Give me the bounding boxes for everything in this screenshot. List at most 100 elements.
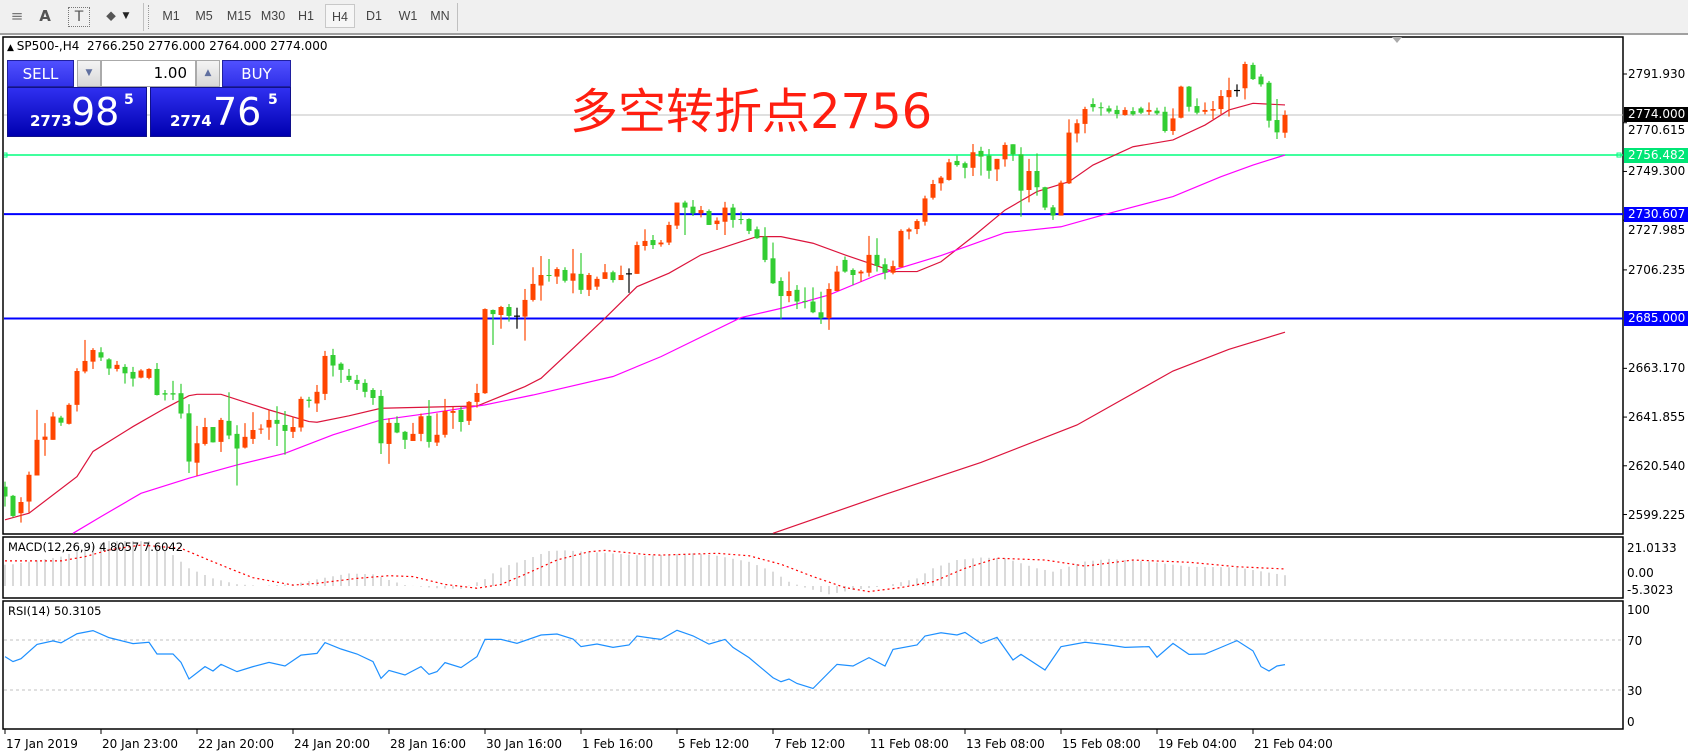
sell-price-box[interactable]: 2773 98 5 [7, 87, 147, 137]
candle [1130, 107, 1136, 116]
moving-average-line-3 [772, 331, 1286, 534]
timeframe-h4[interactable]: H4 [325, 4, 355, 28]
rsi-plot [4, 629, 1623, 691]
candle-body [690, 206, 696, 214]
candle-body [850, 269, 856, 276]
candle-body [802, 301, 808, 303]
candle [1138, 106, 1144, 115]
candle-body [1050, 207, 1056, 216]
candle [402, 430, 408, 449]
macd-axis-label: -5.3023 [1627, 583, 1674, 597]
candle [810, 287, 816, 314]
candle-body [1250, 64, 1256, 80]
candle-body [50, 416, 56, 440]
candle-body [970, 152, 976, 168]
candle [522, 288, 528, 341]
candle-body [434, 434, 440, 443]
candle [194, 425, 200, 476]
timeframe-m15[interactable]: M15 [226, 9, 252, 23]
candle [1074, 119, 1080, 143]
candle [1186, 85, 1192, 112]
candle-body [946, 162, 952, 180]
collapse-triangle-icon[interactable]: ▲ [7, 43, 17, 53]
buy-button[interactable]: BUY [222, 60, 291, 87]
buy-price-box[interactable]: 2774 76 5 [150, 87, 291, 137]
candle-body [1058, 182, 1064, 216]
candle [826, 283, 832, 330]
candle [938, 176, 944, 191]
timeframe-w1[interactable]: W1 [398, 9, 418, 23]
candle-body [1226, 90, 1232, 98]
one-click-trading-panel: SELL ▼ 1.00 ▲ BUY 2773 98 5 2774 76 5 [7, 60, 291, 137]
quantity-increase-button[interactable]: ▲ [196, 60, 220, 87]
time-label: 19 Feb 04:00 [1158, 737, 1237, 751]
candle-body [498, 307, 504, 316]
candle-body [154, 368, 160, 396]
candle [642, 229, 648, 251]
candle-body [754, 229, 760, 239]
candle [1202, 102, 1208, 115]
timeframe-h1[interactable]: H1 [298, 9, 314, 23]
timeframe-m1[interactable]: M1 [162, 9, 180, 23]
candle-body [642, 240, 648, 246]
candle [98, 347, 104, 361]
candle-body [1282, 114, 1288, 133]
candle-body [354, 379, 360, 384]
candle-body [1002, 144, 1008, 160]
candle [458, 406, 464, 432]
toolbar-grip[interactable] [148, 5, 152, 29]
time-label: 22 Jan 20:00 [198, 737, 274, 751]
candle [354, 374, 360, 390]
candle-body [290, 427, 296, 432]
candle [170, 380, 176, 401]
candle-body [890, 266, 896, 273]
candle-body [826, 288, 832, 319]
candle [50, 412, 56, 440]
candle-body [1018, 154, 1024, 191]
chevron-down-icon[interactable]: ▼ [122, 11, 130, 21]
candle [122, 364, 128, 384]
candle [930, 179, 936, 200]
candle [698, 205, 704, 218]
candle [762, 227, 768, 263]
sell-button[interactable]: SELL [7, 60, 74, 87]
quantity-decrease-button[interactable]: ▼ [77, 60, 101, 87]
sell-price-prefix: 2773 [30, 112, 72, 130]
candle-body [1098, 107, 1104, 109]
candle-body [218, 419, 224, 442]
chart-annotation-text[interactable]: 多空转折点2756 [570, 84, 933, 140]
arrows-icon[interactable]: ⬥ [106, 8, 116, 24]
macd-panel-frame [2, 536, 1624, 599]
candle-body [602, 272, 608, 279]
candle [914, 219, 920, 235]
timeframe-m5[interactable]: M5 [195, 9, 213, 23]
text-tool-icon[interactable]: A [39, 7, 51, 25]
chart-shift-marker-icon[interactable] [1392, 37, 1402, 43]
quantity-input[interactable]: 1.00 [101, 60, 196, 87]
candle [594, 276, 600, 290]
candle [498, 305, 504, 329]
candle [770, 242, 776, 284]
candle [818, 291, 824, 324]
candle [490, 309, 496, 345]
candle-body [1258, 76, 1264, 85]
price-tag: 2730.607 [1624, 206, 1688, 222]
rsi-panel-frame [2, 600, 1624, 730]
timeframe-mn[interactable]: MN [430, 9, 450, 23]
fibonacci-fan-icon[interactable]: ≡ [10, 7, 24, 25]
candle-body [554, 269, 560, 277]
time-label: 30 Jan 16:00 [486, 737, 562, 751]
moving-average-line-1 [4, 102, 1286, 521]
candle [1154, 107, 1160, 115]
candle-body [450, 411, 456, 413]
text-label-icon[interactable]: T [68, 7, 90, 27]
candle-body [194, 443, 200, 463]
candle [778, 277, 784, 319]
candle [858, 269, 864, 282]
candle-body [234, 433, 240, 449]
timeframe-d1[interactable]: D1 [366, 9, 382, 23]
time-label: 28 Jan 16:00 [390, 737, 466, 751]
timeframe-m30[interactable]: M30 [260, 9, 286, 23]
time-label: 11 Feb 08:00 [870, 737, 949, 751]
